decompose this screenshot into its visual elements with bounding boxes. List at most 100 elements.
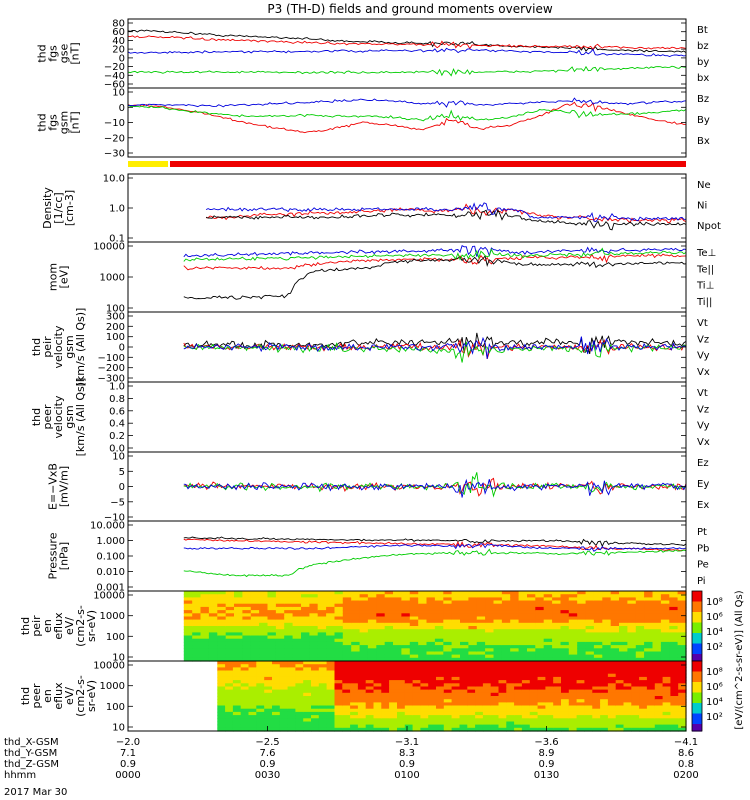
heatmap-cell <box>654 670 664 675</box>
heatmap-cell <box>610 641 620 646</box>
heatmap-cell <box>506 692 515 697</box>
heatmap-cell <box>359 648 369 653</box>
heatmap-cell <box>451 635 461 640</box>
heatmap-cell <box>485 616 495 621</box>
heatmap-cell <box>607 676 617 681</box>
heatmap-cell <box>225 591 235 595</box>
heatmap-cell <box>510 651 520 656</box>
heatmap-cell <box>259 594 269 598</box>
heatmap-cell <box>342 657 352 662</box>
heatmap-cell <box>217 635 227 640</box>
heatmap-cell <box>256 724 265 729</box>
heatmap-cell <box>367 654 377 659</box>
heatmap-cell <box>451 594 461 598</box>
heatmap-cell <box>242 641 252 646</box>
heatmap-cell <box>317 654 327 659</box>
heatmap-cell <box>510 632 520 637</box>
heatmap-cell <box>443 610 453 614</box>
heatmap-cell <box>631 715 640 719</box>
heatmap-cell <box>183 610 193 614</box>
heatmap-cell <box>506 680 515 684</box>
heatmap-cell <box>284 591 294 595</box>
heatmap-cell <box>561 711 570 716</box>
heatmap-cell <box>475 718 484 723</box>
heatmap-cell <box>543 638 553 643</box>
heatmap-cell <box>568 718 578 723</box>
heatmap-cell <box>232 724 242 729</box>
heatmap-cell <box>301 603 310 608</box>
heatmap-cell <box>669 597 679 602</box>
heatmap-cell <box>334 591 344 595</box>
heatmap-cell <box>475 711 484 716</box>
heatmap-cell <box>518 641 528 646</box>
heatmap-cell <box>284 610 294 614</box>
heatmap-cell <box>537 705 546 710</box>
y-axis-label-line: thd <box>36 44 49 62</box>
heatmap-cell <box>451 667 460 672</box>
heatmap-cell <box>217 676 226 681</box>
heatmap-cell <box>646 696 656 700</box>
heatmap-cell <box>615 708 625 713</box>
heatmap-cell <box>418 626 428 630</box>
heatmap-cell <box>225 626 235 630</box>
heatmap-cell <box>677 594 687 598</box>
heatmap-cell <box>602 654 612 659</box>
colorbar-frame <box>691 660 703 732</box>
heatmap-cell <box>301 657 310 662</box>
heatmap-cell <box>518 591 528 595</box>
heatmap-cell <box>654 667 664 672</box>
heatmap-cell <box>652 600 662 605</box>
heatmap-cell <box>635 619 645 624</box>
heatmap-cell <box>317 613 327 618</box>
y-tick-label: 0.100 <box>96 552 125 563</box>
legend-by: by <box>697 57 709 68</box>
heatmap-cell <box>420 724 429 729</box>
heatmap-cell <box>351 603 361 608</box>
heatmap-cell <box>426 591 436 595</box>
heatmap-cell <box>436 721 445 726</box>
heatmap-cell <box>295 686 304 691</box>
heatmap-cell <box>200 622 210 627</box>
heatmap-cell <box>350 715 359 719</box>
heatmap-cell <box>677 613 687 618</box>
legend-Ex: Ex <box>697 500 709 511</box>
heatmap-cell <box>404 680 414 684</box>
heatmap-cell <box>521 727 531 732</box>
heatmap-cell <box>232 689 242 694</box>
heatmap-cell <box>418 591 428 595</box>
heatmap-cell <box>443 670 453 675</box>
heatmap-cell <box>577 613 587 618</box>
heatmap-cell <box>401 597 411 602</box>
heatmap-cell <box>259 606 269 611</box>
heatmap-cell <box>200 613 210 618</box>
colorbar-swatch <box>692 661 702 666</box>
heatmap-cell <box>510 600 520 605</box>
heatmap-cell <box>493 657 503 662</box>
heatmap-cell <box>200 651 210 656</box>
heatmap-cell <box>225 616 235 621</box>
heatmap-cell <box>576 664 585 668</box>
heatmap-cell <box>404 696 414 700</box>
heatmap-cell <box>342 680 351 684</box>
heatmap-cell <box>610 610 620 614</box>
heatmap-cell <box>183 648 193 653</box>
heatmap-cell <box>272 692 281 697</box>
series-line-Te|| <box>183 254 687 300</box>
heatmap-cell <box>342 600 352 605</box>
heatmap-cell <box>225 622 235 627</box>
heatmap-cell <box>662 721 671 726</box>
heatmap-cell <box>607 715 617 719</box>
heatmap-cell <box>501 648 511 653</box>
heatmap-cell <box>365 670 375 675</box>
y-axis-label-line: [nPa] <box>58 542 71 570</box>
heatmap-cell <box>619 632 628 637</box>
heatmap-cell <box>490 670 500 675</box>
heatmap-cell <box>428 692 437 697</box>
heatmap-cell <box>669 606 679 611</box>
heatmap-cell <box>585 610 595 614</box>
heatmap-cell <box>561 667 570 672</box>
colorbar-swatch <box>692 675 702 680</box>
heatmap-cell <box>234 594 243 598</box>
heatmap-cell <box>654 692 664 697</box>
heatmap-cell <box>535 603 545 608</box>
